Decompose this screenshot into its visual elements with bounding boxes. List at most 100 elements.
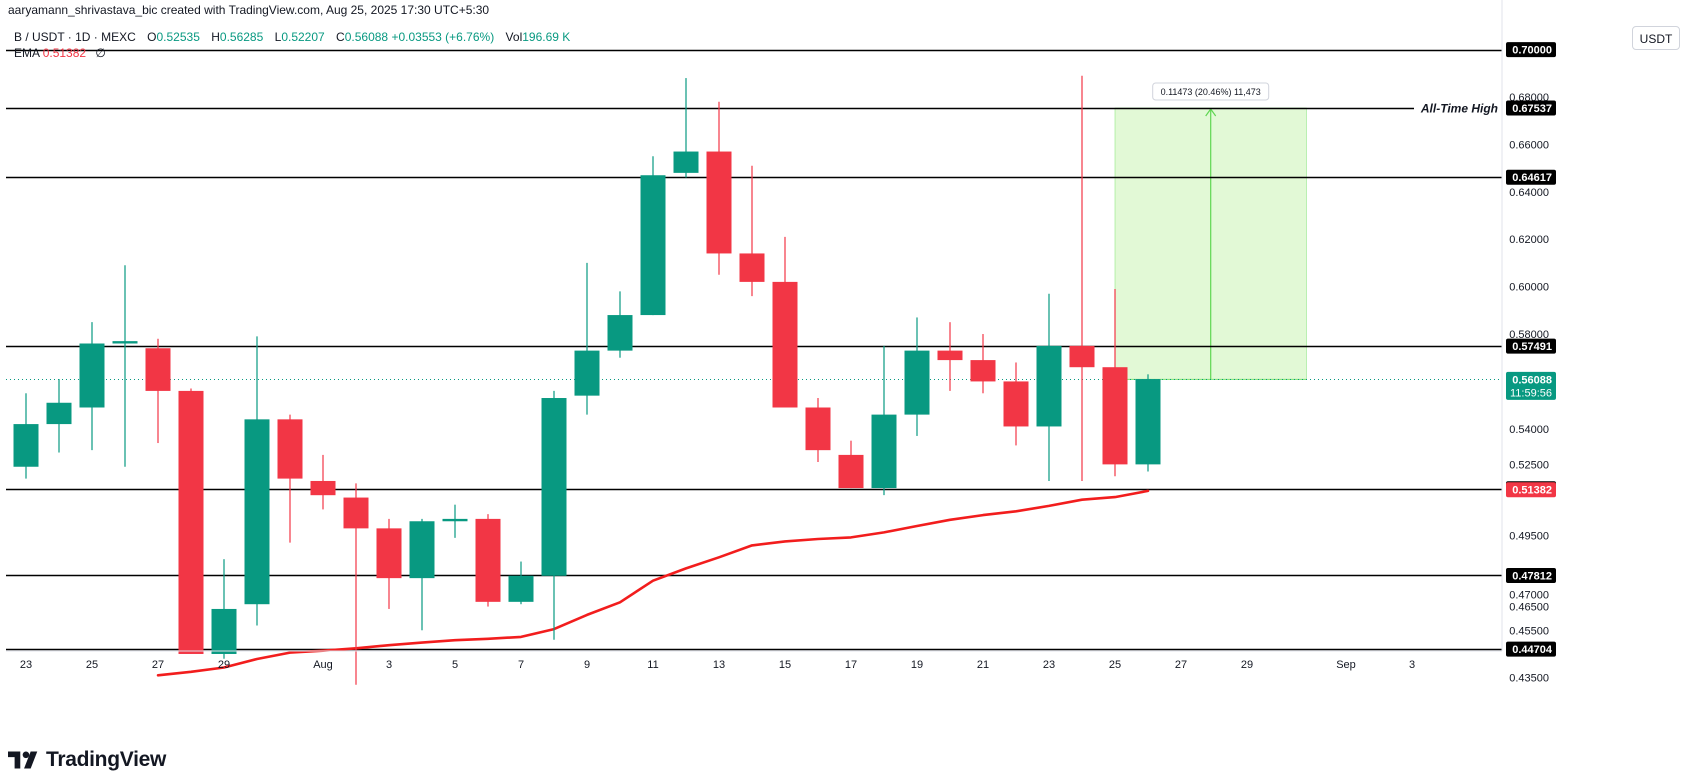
candle [13,393,39,479]
price-tick-label: 0.46500 [1509,602,1549,614]
projection-label-box [1152,82,1270,101]
time-tick-label: 17 [845,659,857,671]
candle [376,518,402,609]
time-tick-label: 29 [1241,659,1253,671]
level-price-badge: 0.64617 [1506,169,1556,185]
candle [838,440,864,489]
candle [112,265,138,467]
level-price-badge-bg [1506,100,1556,116]
time-tick-label: 11 [647,659,658,671]
ema-line-group [156,489,1150,677]
time-tick-label: 9 [584,659,590,671]
candle [1102,288,1128,477]
candle-body [640,175,666,316]
candle [541,390,567,640]
candle [739,165,765,297]
candle [970,334,996,394]
open-value: 0.52535 [156,30,200,44]
time-axis[interactable]: 23 25 27 29 Aug 3 5 7 9 11 13 15 17 19 21 23 25 27 29 Sep 3 [6,650,1502,671]
time-tick-label: 27 [152,659,164,671]
candle [409,518,435,631]
candle [46,379,72,453]
current-price-badge-countdown: 11:59:56 [1510,387,1552,399]
level-note: All-Time High [1420,102,1498,116]
ema-value: 0.51382 [42,46,87,60]
open-label: O [147,30,157,44]
horizontal-levels: All-Time High [6,49,1502,651]
ema-price-badge: 0.51382 [1506,482,1556,498]
time-tick-label: 27 [1175,659,1187,671]
time-tick-label: 19 [911,659,923,671]
candle-body [1036,345,1062,427]
low-label: L [274,30,282,44]
ema-line [156,489,1150,677]
candle-body [112,341,138,344]
time-tick-label: 25 [86,659,98,671]
time-tick-label: 3 [1409,659,1415,671]
legend: B / USDT · 1D · MEXC O0.52535 H0.56285 L… [14,29,570,61]
price-tick-label: 0.47000 [1509,590,1549,602]
level-price-badge-text: 0.47812 [1512,570,1552,582]
price-tick-label: 0.64000 [1509,187,1549,199]
ema-label[interactable]: EMA [14,46,40,60]
candle [640,156,666,316]
time-tick-label: 25 [1109,659,1121,671]
level-price-badge-bg [1506,338,1556,354]
close-label: C [336,30,345,44]
candle [343,483,369,685]
candle-body [904,350,930,415]
time-tick-label: Aug [313,659,333,671]
candle [772,236,798,408]
candle-body [277,419,303,479]
candle-body [310,480,336,496]
level-price-badge-bg [1506,641,1556,657]
candle [310,454,336,510]
projection-measure[interactable]: 0.11473 (20.46%) 11,473 [1114,82,1307,380]
ema-price-badge-bg [1506,482,1556,498]
candle-body [178,390,204,654]
high-value: 0.56285 [219,30,264,44]
level-price-badge-text: 0.70000 [1512,45,1552,57]
price-tick-label: 0.49500 [1509,530,1549,542]
candle [607,291,633,358]
price-tick-label: 0.45500 [1509,625,1549,637]
price-tick-label: 0.62000 [1509,234,1549,246]
ema-extra: ∅ [95,46,106,60]
current-price-badge-text: 0.56088 [1512,374,1552,386]
candle-body [706,151,732,254]
level-price-badge: 0.44704 [1506,641,1556,657]
currency-button[interactable]: USDT [1632,26,1680,50]
candle [508,561,534,605]
candle-body [508,575,534,602]
candle-body [409,521,435,579]
candle-body [1102,367,1128,465]
time-tick-label: Sep [1336,659,1356,671]
candle-body [673,151,699,173]
price-axis[interactable]: 0.680000.660000.640000.620000.600000.580… [1501,0,1556,685]
candle [706,101,732,275]
candle-body [574,350,600,396]
candle-body [772,281,798,408]
candle [1069,75,1095,481]
candle-body [442,518,468,522]
tradingview-brand[interactable]: TradingView [8,746,166,774]
level-price-badge: 0.67537 [1506,100,1556,116]
time-tick-label: 23 [20,659,32,671]
candle [244,336,270,626]
candle-body [13,424,39,467]
ema-legend: EMA 0.51382 ∅ [14,45,570,61]
price-tick-label: 0.66000 [1509,139,1549,151]
candle [673,78,699,178]
candle [937,322,963,391]
low-value: 0.52207 [281,30,325,44]
level-price-badge: 0.70000 [1506,42,1556,58]
level-price-badge-text: 0.57491 [1512,341,1552,353]
ohlc-legend: B / USDT · 1D · MEXC O0.52535 H0.56285 L… [14,29,570,45]
candle-body [541,398,567,576]
brand-name: TradingView [46,748,167,771]
level-price-badge-bg [1506,169,1556,185]
symbol-title[interactable]: B / USDT · 1D · MEXC [14,30,136,44]
volume-label: Vol [505,30,523,44]
candle [475,514,501,607]
